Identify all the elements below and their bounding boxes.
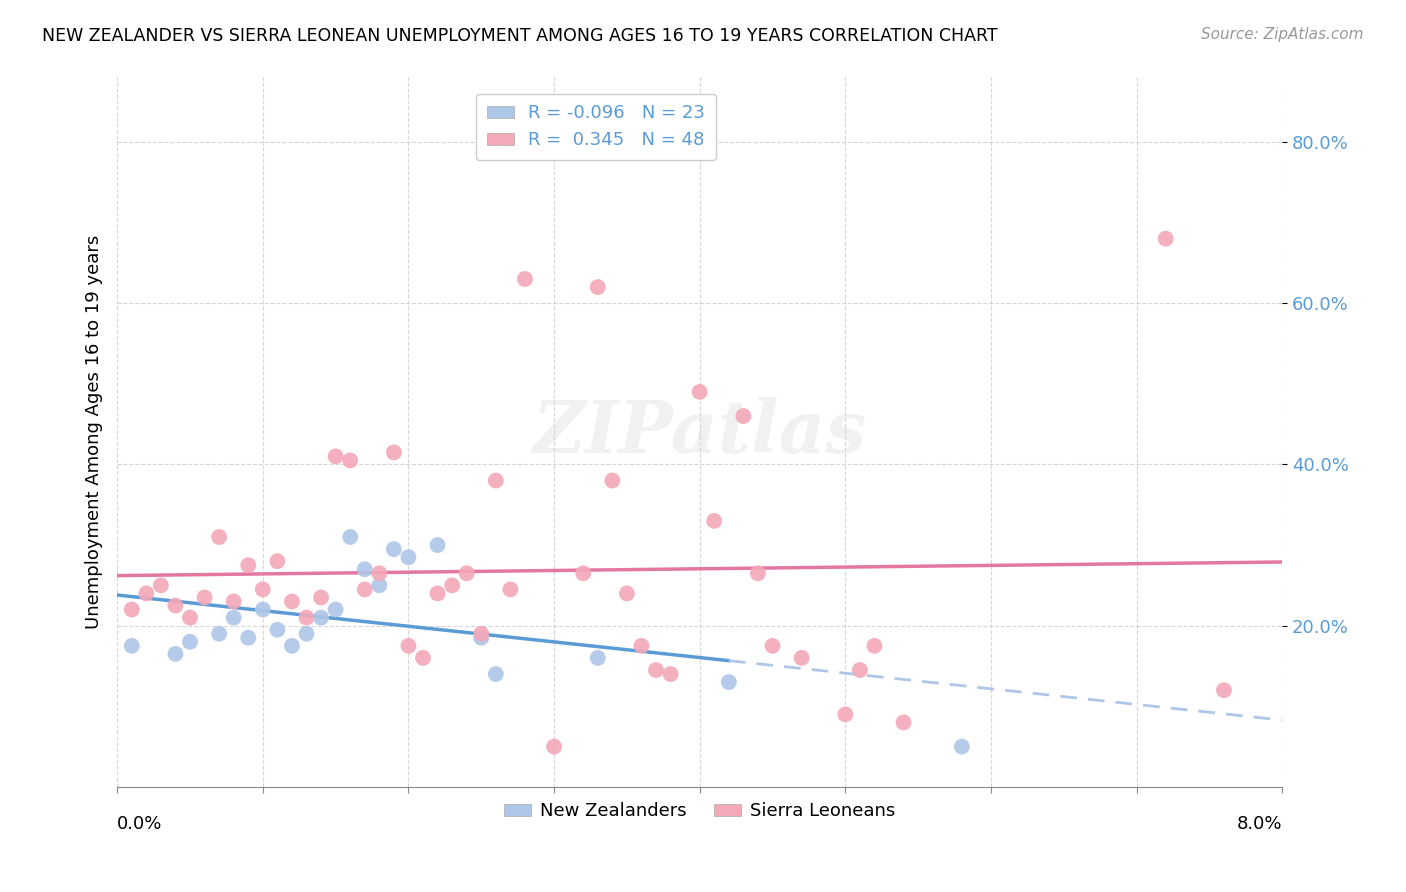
Point [586,651,609,665]
Point [1213,683,1236,698]
Point [499,582,522,597]
Point [426,586,449,600]
Point [353,562,375,576]
Point [456,566,478,581]
Point [252,582,274,597]
Point [863,639,886,653]
Point [602,474,624,488]
Point [513,272,536,286]
Point [761,639,783,653]
Point [165,599,187,613]
Point [543,739,565,754]
Text: NEW ZEALANDER VS SIERRA LEONEAN UNEMPLOYMENT AMONG AGES 16 TO 19 YEARS CORRELATI: NEW ZEALANDER VS SIERRA LEONEAN UNEMPLOY… [42,27,998,45]
Point [659,667,682,681]
Point [238,631,260,645]
Point [586,280,609,294]
Point [295,626,318,640]
Point [368,578,391,592]
Legend: New Zealanders, Sierra Leoneans: New Zealanders, Sierra Leoneans [496,795,903,828]
Point [165,647,187,661]
Point [834,707,856,722]
Point [266,623,288,637]
Point [733,409,755,423]
Point [121,602,143,616]
Point [849,663,872,677]
Point [368,566,391,581]
Point [135,586,157,600]
Point [572,566,595,581]
Point [295,610,318,624]
Point [339,453,361,467]
Point [470,631,492,645]
Point [121,639,143,653]
Text: 8.0%: 8.0% [1237,815,1282,833]
Point [747,566,769,581]
Point [950,739,973,754]
Point [441,578,464,592]
Point [238,558,260,573]
Point [790,651,813,665]
Point [717,675,740,690]
Point [281,639,304,653]
Point [193,591,215,605]
Point [179,610,201,624]
Point [325,602,347,616]
Point [645,663,668,677]
Point [353,582,375,597]
Point [339,530,361,544]
Point [689,384,711,399]
Point [208,530,231,544]
Point [398,550,420,565]
Point [426,538,449,552]
Point [325,450,347,464]
Point [179,635,201,649]
Point [281,594,304,608]
Point [703,514,725,528]
Point [309,591,332,605]
Point [309,610,332,624]
Point [252,602,274,616]
Point [893,715,915,730]
Point [412,651,434,665]
Point [208,626,231,640]
Text: 0.0%: 0.0% [117,815,163,833]
Y-axis label: Unemployment Among Ages 16 to 19 years: Unemployment Among Ages 16 to 19 years [86,235,103,630]
Text: Source: ZipAtlas.com: Source: ZipAtlas.com [1201,27,1364,42]
Point [222,610,245,624]
Point [485,474,508,488]
Point [630,639,652,653]
Point [485,667,508,681]
Point [616,586,638,600]
Point [382,445,405,459]
Point [149,578,172,592]
Point [222,594,245,608]
Point [266,554,288,568]
Point [382,542,405,557]
Point [398,639,420,653]
Point [470,626,492,640]
Point [1154,232,1177,246]
Text: ZIPatlas: ZIPatlas [533,397,866,467]
